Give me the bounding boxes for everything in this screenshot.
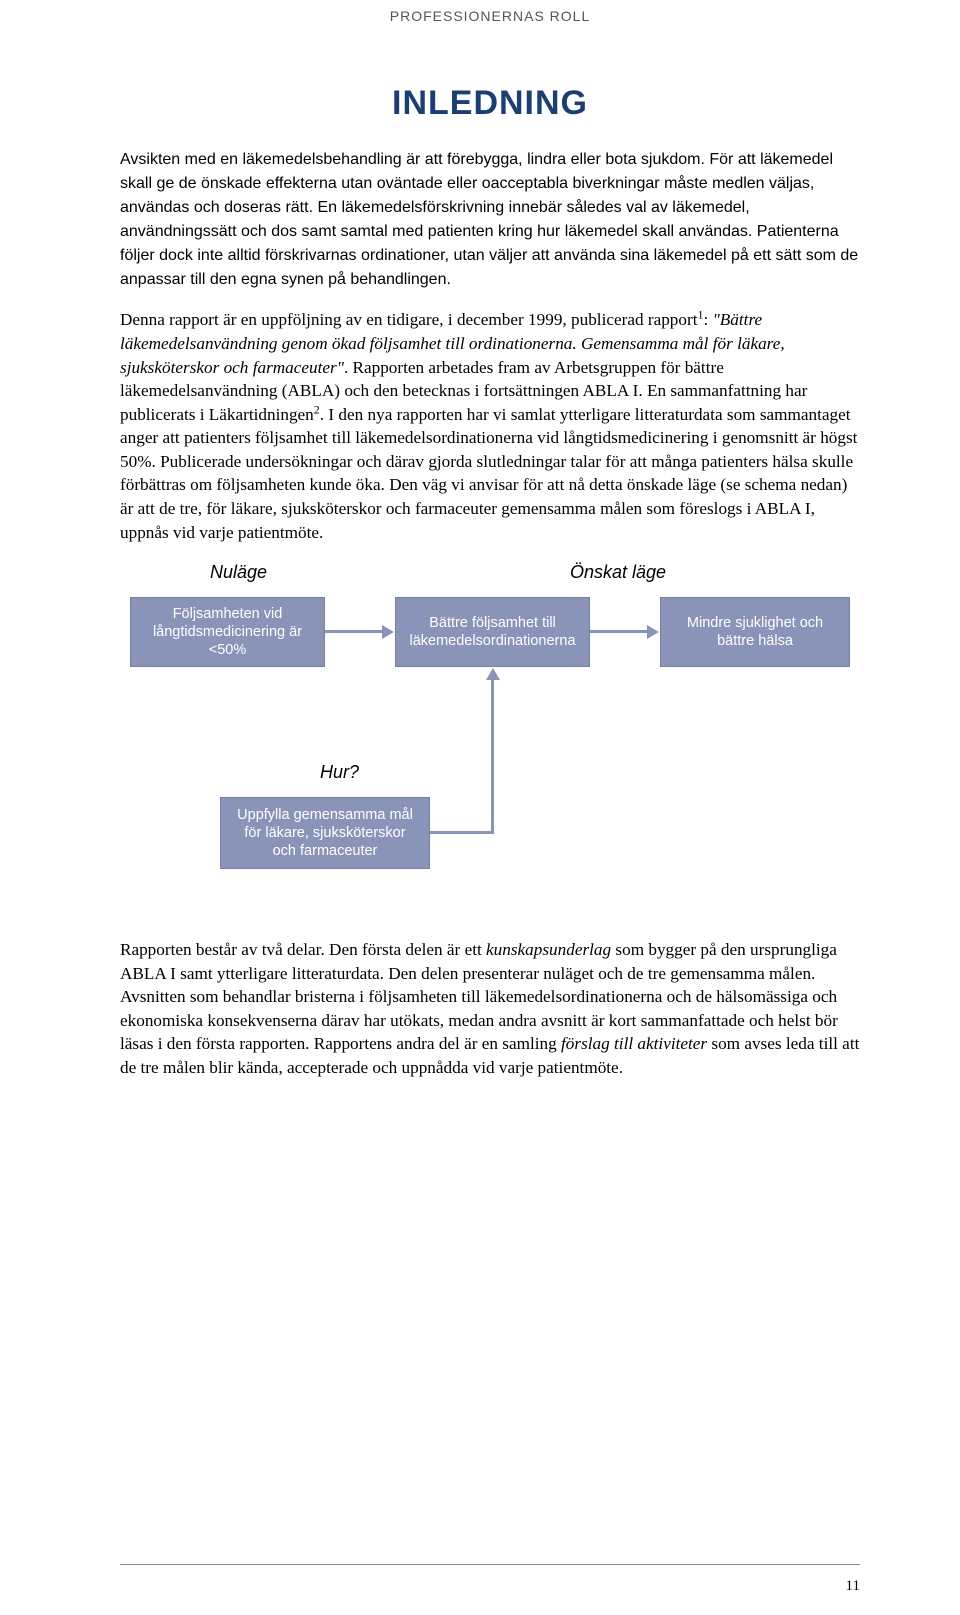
- box-b: Bättre följsamhet till läkemedels­ordina…: [395, 597, 590, 667]
- label-hur: Hur?: [320, 762, 359, 783]
- paragraph-1: Avsikten med en läkemedelsbehandling är …: [120, 147, 860, 290]
- arrow-bc-head: [647, 625, 659, 639]
- box-a: Följsamheten vid långtidsmedicinering är…: [130, 597, 325, 667]
- arrow-bc-line: [590, 630, 648, 633]
- footer-rule: [120, 1564, 860, 1565]
- flow-diagram: Nuläge Önskat läge Följsamheten vid lång…: [130, 562, 850, 902]
- box-d: Uppfylla gemensamma mål för läkare, sjuk…: [220, 797, 430, 869]
- p3-pre: Rapporten består av två delar. Den först…: [120, 940, 486, 959]
- box-c: Mindre sjuklighet och bättre hälsa: [660, 597, 850, 667]
- arrow-db-h: [430, 831, 494, 834]
- para1-text: Avsikten med en läkemedelsbehandling är …: [120, 151, 858, 288]
- arrow-ab-line: [325, 630, 383, 633]
- p3-italic2: förslag till aktiviteter: [561, 1034, 707, 1053]
- arrow-db-v: [491, 680, 494, 834]
- label-nulage: Nuläge: [210, 562, 267, 583]
- arrow-ab-head: [382, 625, 394, 639]
- p3-italic1: kunskapsunderlag: [486, 940, 611, 959]
- page-number: 11: [846, 1578, 860, 1595]
- paragraph-3: Rapporten består av två delar. Den först…: [120, 938, 860, 1079]
- paragraph-2: Denna rapport är en uppföljning av en ti…: [120, 308, 860, 544]
- p2-mid1: :: [704, 310, 713, 329]
- p2-pre: Denna rapport är en uppföljning av en ti…: [120, 310, 697, 329]
- arrow-db-head: [486, 668, 500, 680]
- page-title: INLEDNING: [120, 84, 860, 123]
- label-onskat: Önskat läge: [570, 562, 666, 583]
- p2-tail: . I den nya rapporten har vi samlat ytte…: [120, 405, 857, 542]
- running-head: PROFESSIONERNAS ROLL: [120, 0, 860, 84]
